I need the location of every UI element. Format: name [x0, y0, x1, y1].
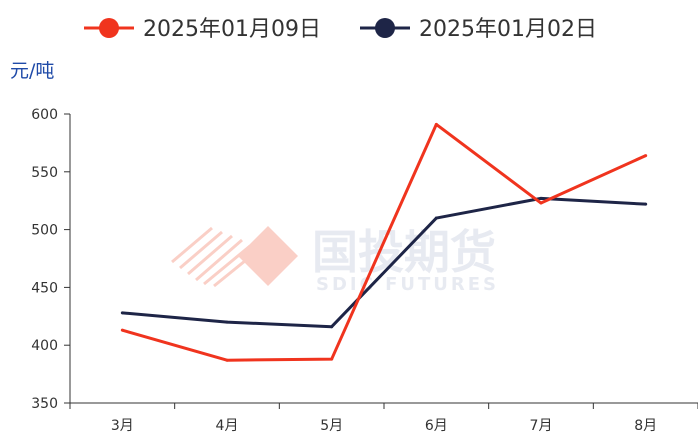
y-tick-label: 400 — [31, 338, 58, 354]
data-point — [434, 122, 438, 126]
data-point — [120, 311, 124, 315]
data-point — [644, 202, 648, 206]
x-tick-label: 7月 — [530, 418, 553, 434]
y-tick-label: 450 — [31, 280, 58, 296]
x-ticks: 3月 4月 5月 6月 7月 8月 — [69, 403, 698, 434]
x-tick-label: 6月 — [425, 418, 448, 434]
x-tick-label: 8月 — [634, 418, 657, 434]
series-lines — [120, 122, 648, 362]
x-tick-label: 4月 — [216, 418, 239, 434]
x-tick-label: 3月 — [111, 418, 134, 434]
y-tick-label: 500 — [31, 223, 58, 239]
legend-item-series-2: 2025年01月02日 — [360, 17, 597, 42]
legend-item-series-1: 2025年01月09日 — [84, 17, 321, 42]
data-point — [434, 216, 438, 220]
watermark-logo-icon — [171, 226, 298, 288]
data-point — [225, 320, 229, 324]
data-point — [330, 357, 334, 361]
x-tick-label: 5月 — [320, 418, 343, 434]
y-tick-label: 600 — [31, 107, 58, 123]
data-point — [120, 328, 124, 332]
watermark: 国投期货 SDIC FUTURES — [171, 225, 499, 295]
series-line-1 — [121, 122, 647, 362]
y-tick-label: 550 — [31, 165, 58, 181]
data-point — [539, 196, 543, 200]
series-line-2 — [122, 196, 646, 329]
y-ticks: 350 400 450 500 550 600 — [31, 107, 70, 412]
y-unit-label: 元/吨 — [10, 60, 54, 82]
legend-label: 2025年01月09日 — [143, 17, 321, 42]
data-point — [225, 358, 229, 362]
legend: 2025年01月09日 2025年01月02日 — [84, 17, 597, 42]
data-point — [330, 325, 334, 329]
watermark-en: SDIC FUTURES — [316, 274, 499, 295]
y-tick-label: 350 — [31, 396, 58, 412]
data-point — [539, 201, 543, 205]
legend-swatch-dot — [375, 18, 395, 38]
legend-label: 2025年01月02日 — [419, 17, 597, 42]
data-point — [644, 154, 648, 158]
legend-swatch-dot — [99, 18, 119, 38]
